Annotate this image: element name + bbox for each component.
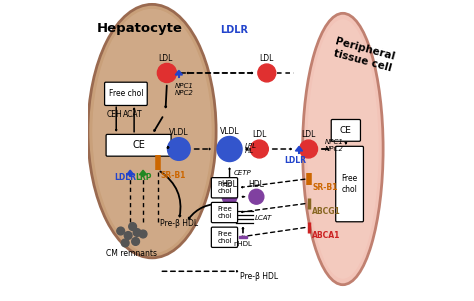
Circle shape: [167, 138, 190, 160]
Text: CEH: CEH: [107, 110, 123, 119]
Circle shape: [157, 64, 176, 82]
FancyBboxPatch shape: [105, 82, 147, 105]
Text: LDLR: LDLR: [220, 25, 248, 35]
Text: NPC1
NPC2: NPC1 NPC2: [324, 139, 343, 152]
Text: SR-B1: SR-B1: [161, 171, 186, 180]
Text: CM remnants: CM remnants: [106, 249, 156, 258]
Text: HDL: HDL: [248, 180, 264, 189]
FancyBboxPatch shape: [211, 178, 237, 198]
Circle shape: [129, 223, 137, 231]
Text: Free
chol: Free chol: [217, 181, 232, 194]
Circle shape: [139, 230, 147, 238]
Text: VLDL: VLDL: [220, 127, 239, 136]
Text: LDL: LDL: [260, 54, 274, 63]
Text: Free
chol: Free chol: [341, 174, 358, 194]
Circle shape: [133, 229, 141, 236]
Text: Free chol: Free chol: [109, 89, 143, 98]
Text: ABCA1: ABCA1: [312, 231, 340, 240]
FancyBboxPatch shape: [106, 134, 171, 156]
Polygon shape: [127, 170, 134, 175]
Polygon shape: [295, 146, 302, 151]
FancyBboxPatch shape: [211, 202, 237, 223]
Text: LRP: LRP: [135, 173, 151, 182]
Text: CE: CE: [340, 126, 352, 135]
Text: Pre-β HDL: Pre-β HDL: [160, 219, 198, 228]
FancyBboxPatch shape: [211, 227, 237, 247]
Text: ACAT: ACAT: [123, 110, 142, 119]
Text: CE: CE: [132, 140, 145, 150]
Circle shape: [121, 239, 129, 247]
Text: Pre-β HDL: Pre-β HDL: [240, 272, 278, 281]
Ellipse shape: [92, 9, 212, 253]
Ellipse shape: [88, 5, 216, 258]
Text: LDLR: LDLR: [114, 173, 136, 182]
Text: NPC1
NPC2: NPC1 NPC2: [174, 83, 193, 96]
Circle shape: [217, 136, 242, 162]
Text: LDLR: LDLR: [284, 157, 306, 166]
Circle shape: [300, 140, 318, 158]
Text: HDL: HDL: [222, 180, 237, 189]
Text: Peripheral
tissue cell: Peripheral tissue cell: [331, 37, 396, 73]
Circle shape: [249, 189, 264, 204]
Text: HL: HL: [245, 148, 254, 154]
Text: nHDL: nHDL: [234, 240, 252, 247]
Text: LPL: LPL: [245, 143, 257, 149]
Text: LDL: LDL: [158, 54, 173, 63]
Text: VLDL: VLDL: [169, 128, 189, 137]
Ellipse shape: [302, 13, 383, 285]
Polygon shape: [139, 170, 146, 175]
Circle shape: [132, 237, 139, 245]
Circle shape: [222, 189, 237, 204]
FancyBboxPatch shape: [336, 146, 364, 222]
Text: LDL: LDL: [252, 130, 266, 139]
Circle shape: [124, 231, 132, 239]
Polygon shape: [175, 70, 182, 75]
Text: CETP: CETP: [234, 170, 252, 176]
Text: LCAT: LCAT: [255, 215, 272, 221]
Circle shape: [117, 227, 125, 235]
Text: Free
chol: Free chol: [217, 206, 232, 219]
FancyBboxPatch shape: [331, 119, 360, 141]
Ellipse shape: [307, 19, 379, 279]
Text: Hepatocyte: Hepatocyte: [97, 22, 183, 35]
Text: ABCG1: ABCG1: [312, 207, 341, 216]
Text: LDL: LDL: [301, 130, 316, 139]
Text: Free
chol: Free chol: [217, 231, 232, 244]
Text: SR-B1: SR-B1: [312, 183, 337, 192]
Circle shape: [250, 140, 268, 158]
Bar: [239, 236, 247, 238]
Circle shape: [258, 64, 276, 82]
